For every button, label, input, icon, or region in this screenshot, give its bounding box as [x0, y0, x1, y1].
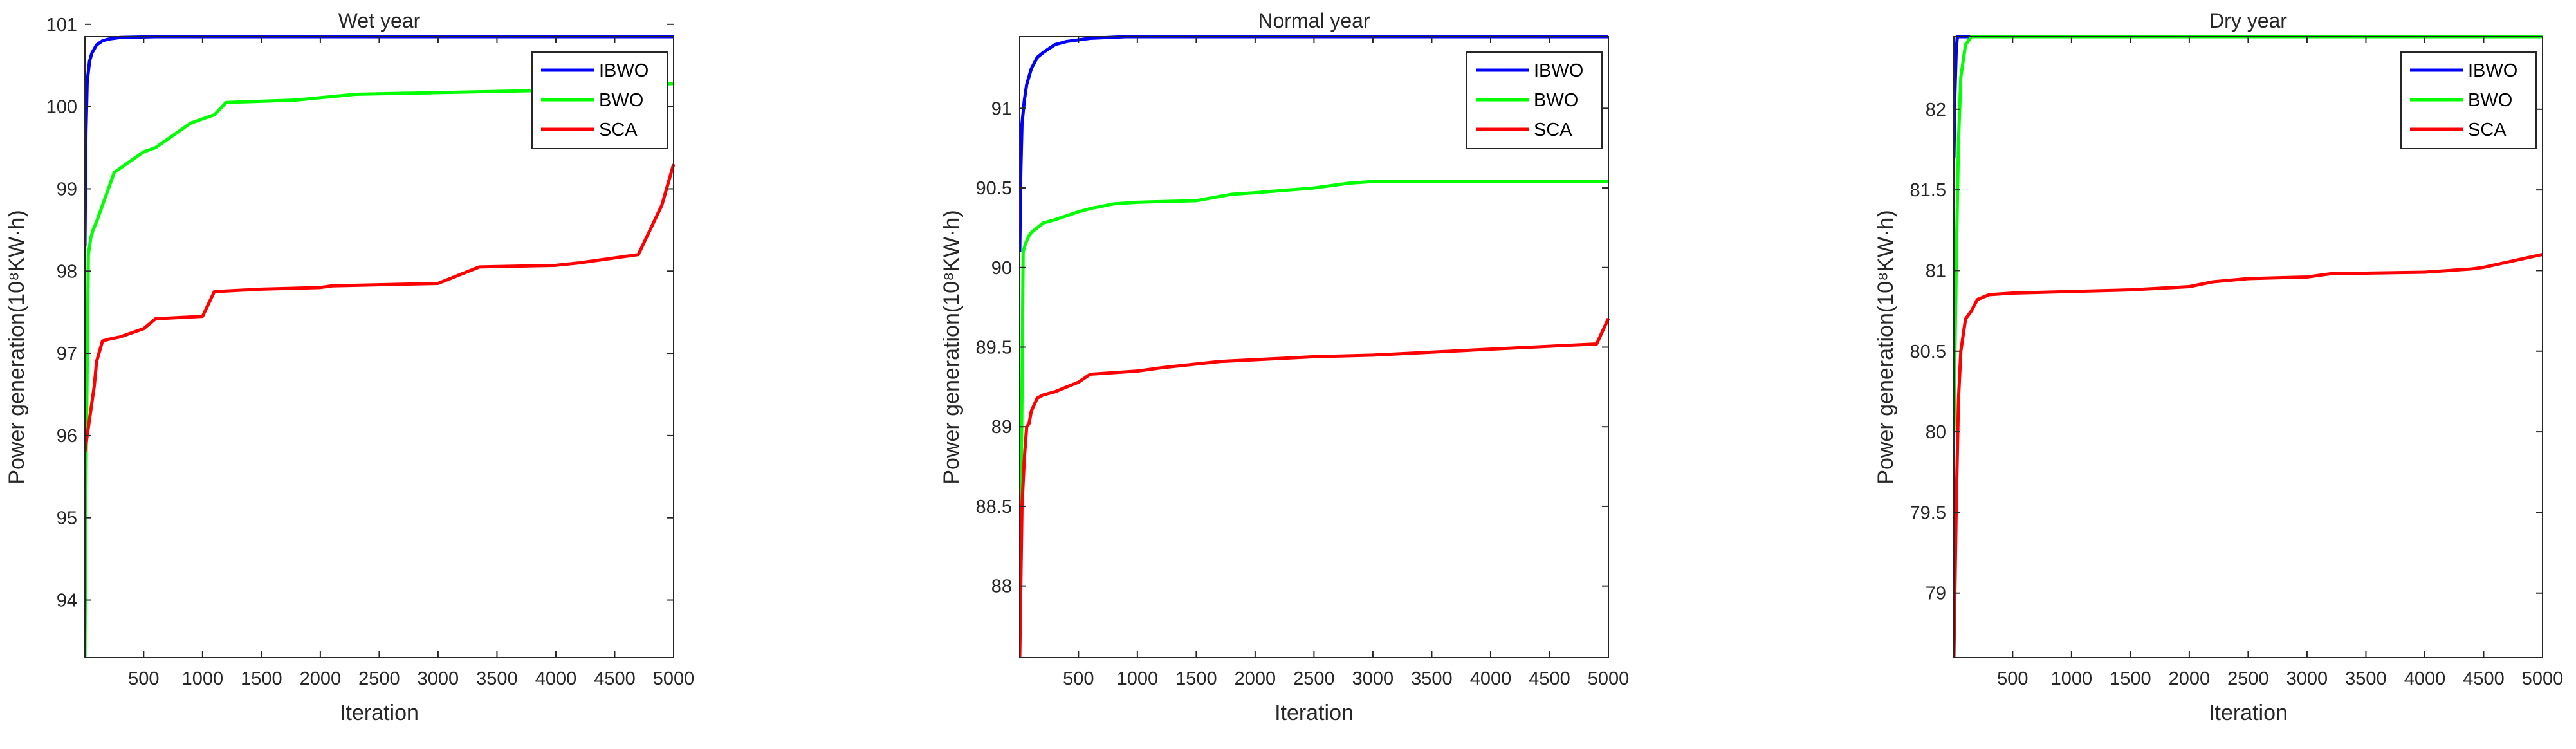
series-line-bwo [85, 82, 674, 658]
series-line-sca [1954, 252, 2543, 658]
chart-title: Dry year [2209, 9, 2287, 32]
chart-title: Wet year [338, 9, 421, 32]
y-axis-label: Power generation(10⁸KW·h) [5, 210, 29, 484]
legend-label-sca: SCA [2468, 120, 2507, 140]
x-tick-label: 1500 [2110, 669, 2151, 689]
x-tick-label: 1500 [241, 669, 282, 689]
legend: IBWO BWO SCA [531, 51, 668, 149]
y-tick-label: 98 [57, 261, 77, 282]
x-tick-label: 4500 [2463, 669, 2505, 689]
series-line-ibwo [85, 35, 674, 246]
x-tick-label: 3000 [2286, 669, 2328, 689]
y-tick-label: 99 [57, 179, 77, 199]
y-tick-label: 81 [1926, 261, 1946, 281]
x-axis-label: Iteration [340, 701, 419, 725]
chart-panel-2: 500 1000 1500 2000 2500 3000 3500 4000 4500 5000 8… [939, 9, 1629, 725]
legend-label-bwo: BWO [599, 90, 643, 111]
x-axis-label: Iteration [2209, 701, 2288, 725]
y-axis-label: Power generation(10⁸KW·h) [1873, 210, 1898, 484]
y-axis-label: Power generation(10⁸KW·h) [939, 210, 964, 484]
series-line-sca [1020, 317, 1610, 658]
series-line-bwo [1020, 180, 1608, 650]
y-tick-label: 94 [57, 591, 77, 611]
y-tick-label: 79 [1926, 584, 1946, 604]
x-tick-label: 5000 [2522, 669, 2564, 689]
y-tick-label: 82 [1926, 100, 1946, 120]
x-tick-label: 500 [1063, 669, 1094, 689]
legend-label-ibwo: IBWO [2468, 60, 2517, 81]
series-group [1020, 35, 1610, 658]
x-axis-label: Iteration [1274, 701, 1354, 725]
x-tick-label: 3000 [418, 669, 459, 689]
x-tick-label: 4000 [1470, 669, 1512, 689]
y-tick-label: 88.5 [976, 497, 1012, 517]
chart-title: Normal year [1258, 9, 1370, 32]
x-tick-label: 3500 [1411, 669, 1453, 689]
x-tick-label: 1000 [2051, 669, 2093, 689]
x-tick-label: 5000 [653, 669, 695, 689]
x-tick-label: 2000 [2169, 669, 2211, 689]
x-tick-label: 4000 [535, 669, 577, 689]
chart-panel-1: 500 1000 1500 2000 2500 3000 3500 4000 4500 5000 9… [5, 9, 694, 725]
x-tick-label: 1500 [1175, 669, 1217, 689]
x-tick-label: 4500 [1529, 669, 1570, 689]
y-tick-label: 100 [46, 97, 77, 118]
legend-label-bwo: BWO [2468, 90, 2512, 111]
y-tick-label: 90.5 [976, 178, 1012, 199]
x-tick-label: 3500 [2345, 669, 2387, 689]
x-tick-label: 4000 [2404, 669, 2446, 689]
y-tick-label: 80.5 [1910, 342, 1946, 362]
x-tick-label: 3000 [1352, 669, 1394, 689]
series-line-sca [85, 163, 675, 452]
legend: IBWO BWO SCA [1466, 51, 1603, 149]
y-tick-label: 89 [991, 417, 1012, 438]
y-tick-label: 95 [57, 508, 77, 529]
chart-panel-3: 500 1000 1500 2000 2500 3000 3500 4000 4500 5000 7… [1873, 9, 2563, 725]
y-tick-label: 101 [46, 15, 77, 35]
y-tick-label: 96 [57, 426, 77, 447]
legend-label-ibwo: IBWO [1534, 60, 1583, 81]
x-tick-label: 1000 [1117, 669, 1159, 689]
series-line-bwo [1954, 35, 2543, 432]
y-tick-label: 79.5 [1910, 503, 1946, 523]
y-tick-label: 91 [991, 98, 1012, 119]
y-tick-label: 97 [57, 344, 77, 364]
x-tick-label: 500 [128, 669, 159, 689]
y-tick-label: 89.5 [976, 338, 1012, 358]
x-tick-label: 1000 [182, 669, 224, 689]
x-tick-label: 3500 [476, 669, 518, 689]
x-tick-label: 500 [1997, 669, 2028, 689]
x-tick-label: 2000 [1235, 669, 1276, 689]
legend-label-ibwo: IBWO [599, 60, 649, 81]
legend-label-sca: SCA [1534, 120, 1572, 140]
y-tick-label: 80 [1926, 422, 1946, 443]
legend-label-bwo: BWO [1534, 90, 1578, 111]
series-line-ibwo [1020, 35, 1608, 252]
x-tick-label: 2000 [300, 669, 342, 689]
y-tick-label: 81.5 [1910, 180, 1946, 201]
y-tick-label: 88 [991, 577, 1012, 597]
series-group [85, 35, 675, 658]
x-tick-label: 2500 [358, 669, 400, 689]
y-tick-label: 90 [991, 258, 1012, 279]
legend: IBWO BWO SCA [2400, 51, 2537, 149]
x-tick-label: 4500 [594, 669, 636, 689]
x-tick-label: 2500 [2227, 669, 2269, 689]
x-tick-label: 5000 [1588, 669, 1630, 689]
legend-label-sca: SCA [599, 120, 638, 140]
x-tick-label: 2500 [1293, 669, 1335, 689]
